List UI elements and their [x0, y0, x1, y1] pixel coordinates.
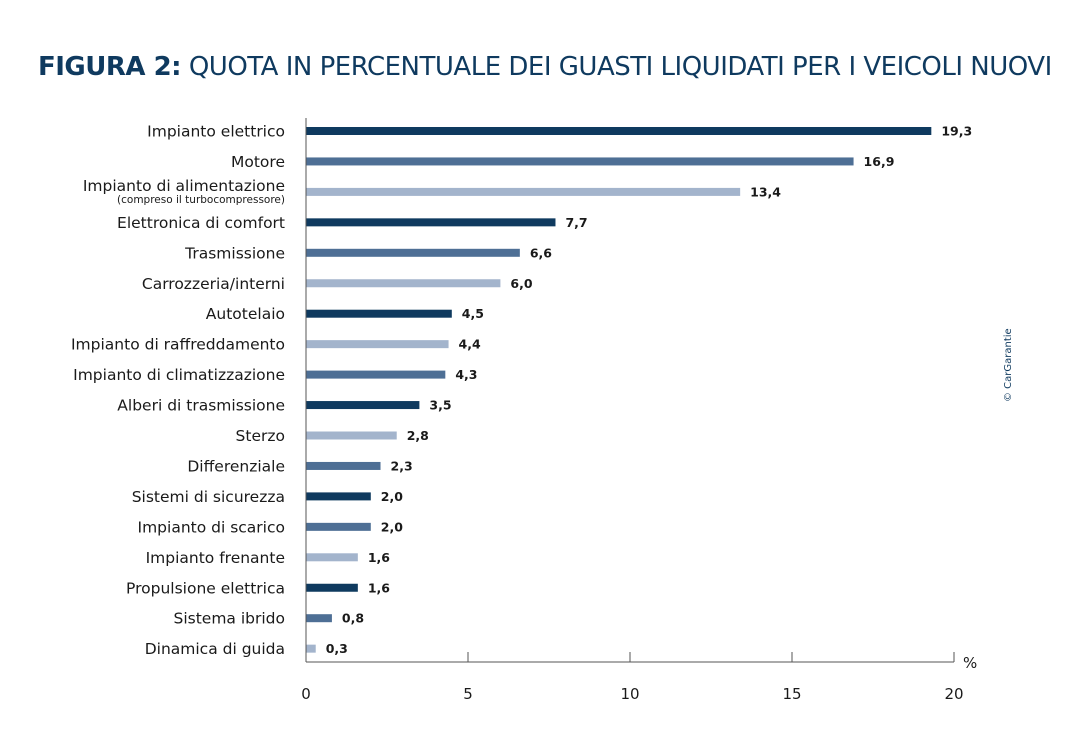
bar [306, 127, 932, 135]
value-label: 13,4 [750, 184, 781, 199]
chart-title-prefix: FIGURA 2: [38, 52, 182, 82]
category-label: Impianto elettrico [147, 123, 285, 141]
bar [306, 522, 371, 531]
bar [306, 279, 501, 288]
bar [306, 157, 854, 166]
category-label: Impianto di raffreddamento [71, 336, 285, 354]
value-label: 2,0 [381, 489, 403, 504]
value-label: 2,0 [381, 519, 403, 534]
category-label: Dinamica di guida [145, 640, 285, 658]
bar [306, 340, 449, 349]
x-axis-unit: % [963, 654, 977, 672]
category-label: Impianto di alimentazione [83, 177, 285, 195]
bar [306, 461, 381, 470]
x-tick-label: 15 [782, 685, 801, 703]
category-label: Elettronica di comfort [117, 214, 285, 232]
value-label: 1,6 [368, 550, 390, 565]
value-label: 4,3 [455, 367, 477, 382]
x-tick-label: 20 [944, 685, 963, 703]
chart-title-text: QUOTA IN PERCENTUALE DEI GUASTI LIQUIDAT… [188, 52, 1052, 82]
x-tick-label: 10 [620, 685, 639, 703]
value-label: 0,8 [342, 611, 364, 626]
bar [306, 187, 741, 196]
category-label: Trasmissione [184, 244, 285, 262]
value-label: 16,9 [864, 154, 895, 169]
value-label: 2,3 [391, 458, 413, 473]
category-label: Sistemi di sicurezza [132, 488, 285, 506]
category-sublabel: (compreso il turbocompressore) [117, 194, 285, 206]
value-label: 3,5 [429, 398, 451, 413]
category-label: Impianto di climatizzazione [73, 366, 285, 384]
category-label: Impianto frenante [146, 549, 285, 567]
x-axis: 0 5 10 15 20% [301, 118, 977, 703]
category-label: Differenziale [187, 457, 285, 475]
bar [306, 553, 358, 562]
copyright-credit: © CarGarantie [1003, 328, 1014, 402]
bars-layer: Impianto elettrico 19,3 Motore 16,9 Impianto… [71, 123, 972, 659]
category-label: Sistema ibrido [173, 610, 285, 628]
category-label: Sterzo [236, 427, 285, 445]
bar [306, 492, 371, 501]
bar [306, 309, 452, 318]
x-tick-label: 0 [301, 685, 311, 703]
category-label: Impianto di scarico [138, 518, 285, 536]
category-label: Motore [231, 153, 285, 171]
category-label: Carrozzeria/interni [142, 275, 285, 293]
value-label: 4,4 [459, 337, 481, 352]
category-label: Propulsione elettrica [126, 579, 285, 597]
bar [306, 248, 520, 257]
bar [306, 644, 316, 653]
chart-title: FIGURA 2: QUOTA IN PERCENTUALE DEI GUAST… [38, 52, 1052, 82]
value-label: 6,0 [510, 276, 532, 291]
value-label: 1,6 [368, 580, 390, 595]
bar [306, 401, 420, 410]
bar [306, 218, 556, 227]
value-label: 6,6 [530, 245, 552, 260]
value-label: 0,3 [326, 641, 348, 656]
value-label: 19,3 [941, 124, 972, 139]
bar [306, 370, 446, 379]
value-label: 2,8 [407, 428, 429, 443]
bar [306, 614, 332, 623]
value-label: 4,5 [462, 306, 484, 321]
x-tick-label: 5 [463, 685, 473, 703]
value-label: 7,7 [565, 215, 587, 230]
category-label: Alberi di trasmissione [117, 397, 285, 415]
category-label: Autotelaio [206, 305, 285, 323]
bar [306, 431, 397, 440]
bar [306, 583, 358, 592]
